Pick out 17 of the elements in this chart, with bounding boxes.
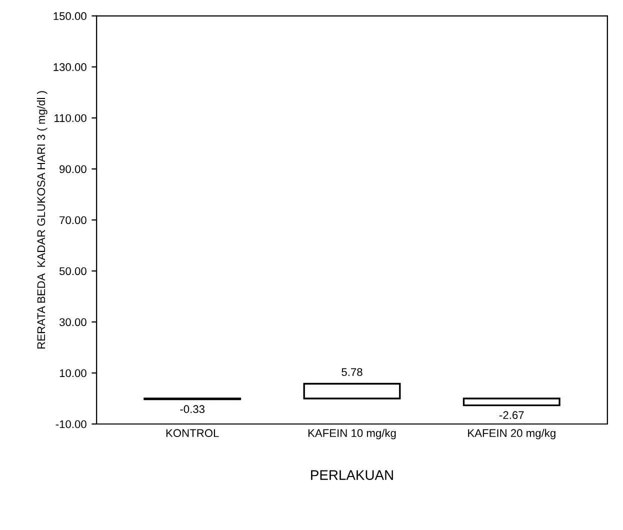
y-tick-label: 70.00	[60, 216, 86, 224]
y-tick-label: 10.00	[60, 369, 86, 378]
data-label: -2.67	[499, 411, 524, 420]
y-tick-label: 150.00	[54, 12, 86, 20]
y-tick-label: 110.00	[54, 114, 86, 122]
y-tick-label: 130.00	[54, 63, 86, 72]
data-label: -0.33	[180, 405, 205, 414]
x-tick-label: KAFEIN 20 mg/kg	[468, 428, 556, 440]
x-tick-label: KAFEIN 10 mg/kg	[308, 428, 396, 440]
x-axis-title: PERLAKUAN	[311, 470, 393, 480]
x-tick-label: KONTROL	[166, 429, 219, 438]
y-tick-label: 30.00	[59, 318, 86, 326]
y-tick-label: 50.00	[59, 267, 86, 276]
y-tick-label: 90.00	[60, 165, 86, 174]
data-label: 5.78	[342, 368, 362, 376]
y-tick-label: -10.00	[56, 420, 86, 428]
y-axis-title: RERATA BEDA KADAR GLUKOSA HARI 3 ( mg/dl )	[36, 91, 48, 349]
